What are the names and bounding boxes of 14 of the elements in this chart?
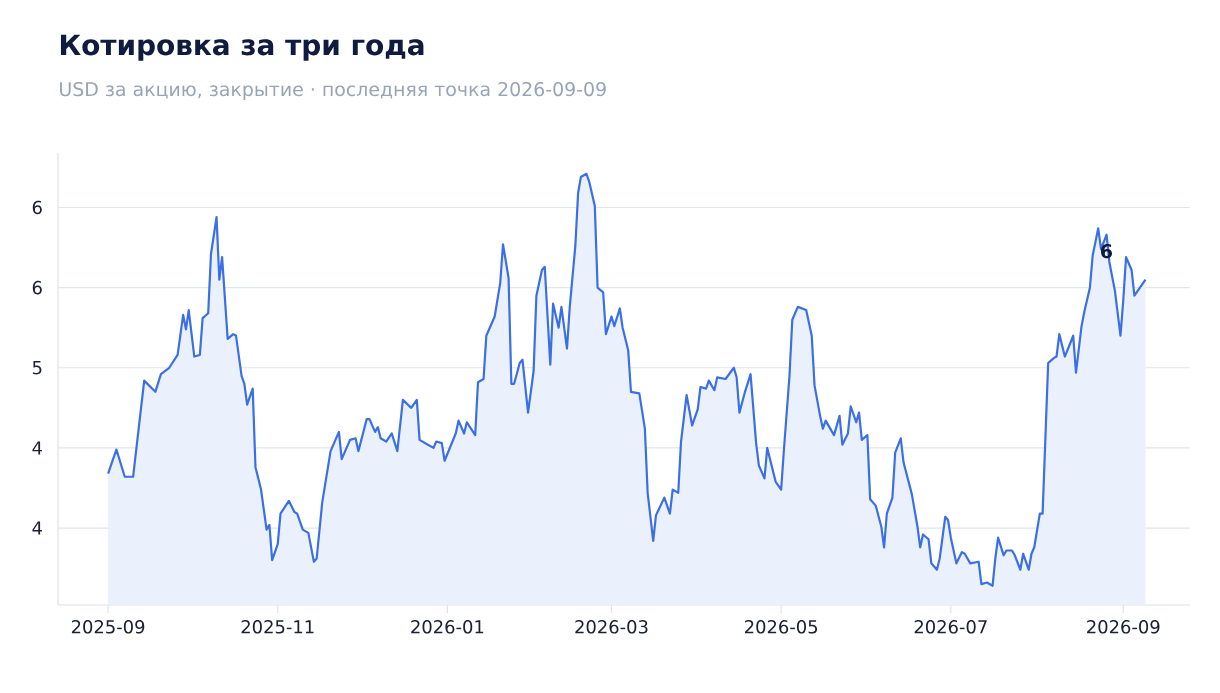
y-tick-label: 4 — [32, 441, 42, 455]
x-tick-label: 2026-03 — [575, 620, 648, 634]
x-tick-label: 2026-05 — [745, 620, 818, 634]
x-tick-label: 2026-01 — [411, 620, 484, 634]
y-tick-label: 6 — [32, 280, 42, 295]
x-tick-label: 2026-09 — [1087, 620, 1160, 634]
chart-subtitle: USD за акцию, закрытие · последняя точка 2026-09-09 — [60, 81, 606, 100]
y-tick-label: 4 — [32, 521, 42, 535]
y-tick-label: 5 — [32, 361, 42, 375]
y-tick-label: 6 — [32, 200, 42, 215]
chart-title: Котировка за три года — [60, 34, 424, 61]
x-tick-label: 2025-09 — [71, 620, 145, 634]
x-tick-label: 2026-07 — [914, 620, 987, 634]
x-tick-label: 2025-11 — [241, 620, 314, 634]
